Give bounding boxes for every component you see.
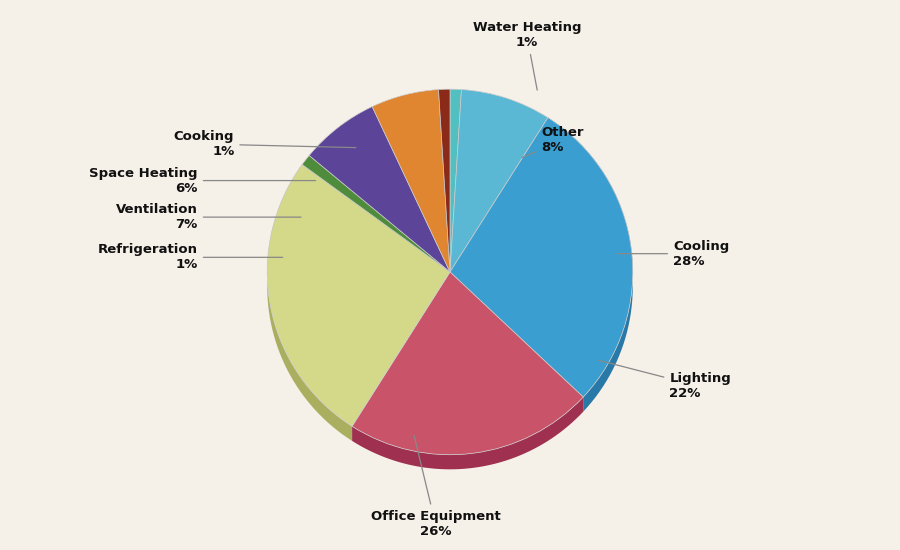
Polygon shape xyxy=(548,118,633,412)
Wedge shape xyxy=(352,272,583,455)
Text: Refrigeration
1%: Refrigeration 1% xyxy=(98,243,283,271)
Wedge shape xyxy=(438,89,450,272)
Text: Cooking
1%: Cooking 1% xyxy=(174,130,356,158)
Polygon shape xyxy=(352,397,583,469)
Wedge shape xyxy=(450,90,548,272)
Text: Ventilation
7%: Ventilation 7% xyxy=(116,203,301,231)
Text: Other
8%: Other 8% xyxy=(522,126,584,157)
Text: Office Equipment
26%: Office Equipment 26% xyxy=(371,436,500,537)
Wedge shape xyxy=(310,107,450,272)
Text: Space Heating
6%: Space Heating 6% xyxy=(89,167,316,195)
Polygon shape xyxy=(267,164,352,441)
Text: Cooling
28%: Cooling 28% xyxy=(617,240,729,268)
Text: Water Heating
1%: Water Heating 1% xyxy=(472,21,581,90)
Wedge shape xyxy=(450,118,633,397)
Wedge shape xyxy=(450,89,462,272)
Wedge shape xyxy=(302,156,450,272)
Wedge shape xyxy=(267,164,450,426)
Wedge shape xyxy=(373,90,450,272)
Text: Lighting
22%: Lighting 22% xyxy=(598,360,731,400)
